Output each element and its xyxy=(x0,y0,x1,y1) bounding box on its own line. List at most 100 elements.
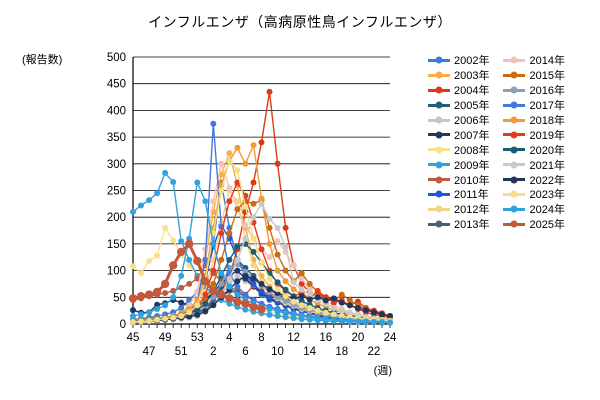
series-point-2025年 xyxy=(249,302,258,312)
series-point-2021年 xyxy=(290,279,297,286)
series-point-2009年 xyxy=(138,202,144,209)
series-point-2019年 xyxy=(202,291,209,298)
series-point-2022年 xyxy=(379,311,385,318)
series-point-2025年 xyxy=(209,286,218,296)
x-tick-label: 24 xyxy=(384,332,397,344)
legend-label: 2005年 xyxy=(454,100,490,113)
series-point-2023年 xyxy=(282,293,289,300)
series-point-2023年 xyxy=(250,235,257,242)
series-point-2022年 xyxy=(266,286,273,293)
series-point-2023年 xyxy=(226,158,233,165)
series-point-2023年 xyxy=(162,315,169,322)
x-tick-label: 4 xyxy=(226,332,233,344)
series-point-2019年 xyxy=(330,299,337,306)
series-point-2004年 xyxy=(274,160,281,167)
series-point-2018年 xyxy=(242,160,249,167)
series-point-2016年 xyxy=(218,280,225,287)
series-point-2021年 xyxy=(306,291,313,298)
y-tick-label: 0 xyxy=(120,319,126,331)
legend-item-2003年: 2003年 xyxy=(428,68,489,83)
series-point-2009年 xyxy=(186,256,193,263)
series-point-2023年 xyxy=(138,318,144,325)
y-tick-label: 200 xyxy=(107,212,126,224)
legend-marker-icon xyxy=(428,71,450,79)
series-point-2015年 xyxy=(210,280,217,287)
series-point-2024年 xyxy=(314,315,321,322)
series-point-2017年 xyxy=(202,256,209,263)
legend-marker-icon xyxy=(428,131,450,139)
series-point-2015年 xyxy=(338,291,345,298)
series-point-2022年 xyxy=(186,313,193,320)
series-point-2015年 xyxy=(274,251,281,258)
series-point-2004年 xyxy=(298,280,305,287)
y-tick-label: 100 xyxy=(107,266,126,278)
x-tick-label: 8 xyxy=(258,332,264,344)
x-tick-label: 6 xyxy=(242,346,248,358)
series-point-2014年 xyxy=(306,286,313,293)
series-point-2017年 xyxy=(234,283,241,290)
legend-item-2009年: 2009年 xyxy=(428,157,489,172)
series-point-2009年 xyxy=(154,190,161,197)
y-axis-label: (報告数) xyxy=(22,54,63,66)
legend-item-2024年: 2024年 xyxy=(503,202,565,217)
series-point-2021年 xyxy=(242,235,249,242)
legend-label: 2002年 xyxy=(454,55,490,68)
series-point-2025年 xyxy=(136,292,146,301)
legend-marker-icon xyxy=(428,146,450,154)
legend-label: 2019年 xyxy=(529,129,565,142)
series-point-2022年 xyxy=(306,296,313,303)
series-point-2024年 xyxy=(138,311,144,318)
series-point-2008年 xyxy=(170,237,177,244)
series-point-2022年 xyxy=(194,311,201,318)
series-point-2025年 xyxy=(193,256,202,266)
series-point-2020年 xyxy=(282,286,289,293)
series-point-2020年 xyxy=(298,298,305,304)
legend-item-2002年: 2002年 xyxy=(428,53,489,68)
series-point-2009年 xyxy=(274,313,281,319)
legend-label: 2022年 xyxy=(529,174,565,187)
series-point-2007年 xyxy=(178,299,185,306)
series-point-2017年 xyxy=(242,291,249,298)
series-point-2025年 xyxy=(160,279,170,289)
series-point-2011年 xyxy=(266,294,273,301)
series-point-2023年 xyxy=(186,309,193,316)
series-point-2004年 xyxy=(282,224,289,231)
legend-item-2007年: 2007年 xyxy=(428,127,489,142)
series-point-2021年 xyxy=(250,214,257,221)
series-point-2024年 xyxy=(346,317,353,324)
legend-marker-icon xyxy=(503,71,526,79)
series-point-2022年 xyxy=(258,280,265,287)
series-point-2014年 xyxy=(210,198,217,205)
legend-marker-icon xyxy=(503,161,526,169)
x-tick-label: 47 xyxy=(143,346,156,358)
y-tick-label: 250 xyxy=(107,186,126,198)
series-point-2022年 xyxy=(338,299,345,306)
x-tick-label: 12 xyxy=(287,332,300,344)
series-point-2023年 xyxy=(258,259,265,266)
series-point-2012年 xyxy=(234,198,241,205)
series-point-2022年 xyxy=(346,302,353,309)
series-point-2025年 xyxy=(225,294,234,303)
series-point-2015年 xyxy=(234,206,241,213)
legend-label: 2020年 xyxy=(529,144,565,157)
legend-marker-icon xyxy=(428,205,450,213)
series-point-2024年 xyxy=(202,198,209,205)
series-point-2008年 xyxy=(154,252,161,259)
legend-marker-icon xyxy=(503,176,526,184)
legend-label: 2021年 xyxy=(529,159,565,172)
series-point-2025年 xyxy=(257,304,266,314)
series-point-2022年 xyxy=(298,293,305,300)
series-point-2012年 xyxy=(250,262,257,269)
legend-marker-icon xyxy=(428,176,450,184)
series-point-2024年 xyxy=(274,308,281,315)
series-point-2014年 xyxy=(266,254,273,261)
series-point-2015年 xyxy=(226,230,233,237)
series-point-2003年 xyxy=(226,150,233,157)
series-point-2017年 xyxy=(210,120,217,127)
legend-marker-icon xyxy=(503,101,526,109)
series-point-2019年 xyxy=(234,179,241,186)
page-title: インフルエンザ（高病原性鳥インフルエンザ） xyxy=(148,14,452,30)
legend-col-left: 2002年 2003年 2004年 2005年 2006年 2007年 2008年 2009年… xyxy=(428,53,489,232)
x-tick-label: 18 xyxy=(335,346,348,358)
